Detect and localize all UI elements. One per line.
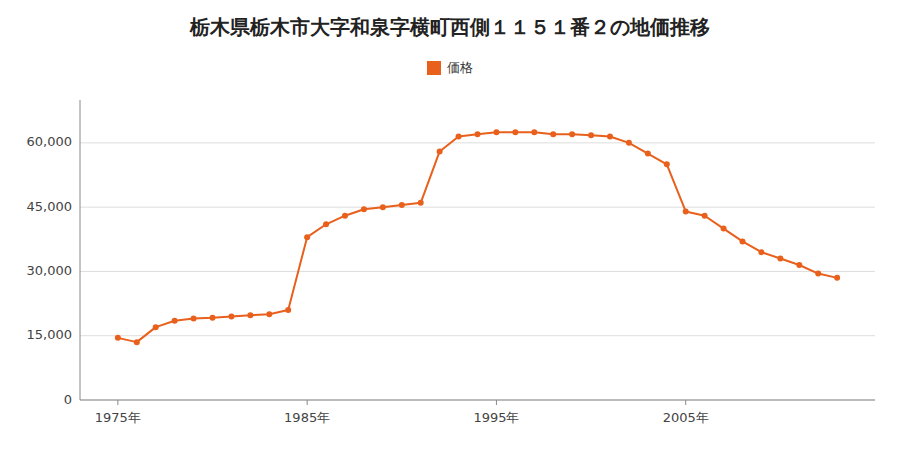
point <box>664 161 670 167</box>
y-tick-label: 0 <box>64 392 72 407</box>
point <box>815 271 821 277</box>
grid <box>80 143 875 400</box>
point <box>266 311 272 317</box>
point <box>456 133 462 139</box>
x-tick <box>496 400 497 405</box>
grid-line <box>80 400 875 401</box>
y-axis-line <box>80 100 81 400</box>
point <box>550 131 556 137</box>
x-tick <box>307 400 308 405</box>
x-tick-label: 1975年 <box>95 410 141 425</box>
y-tick-label: 30,000 <box>27 263 73 278</box>
point <box>437 148 443 154</box>
point <box>607 133 613 139</box>
point <box>512 129 518 135</box>
point <box>191 316 197 322</box>
point <box>323 221 329 227</box>
point <box>796 262 802 268</box>
line <box>118 132 837 342</box>
point <box>475 131 481 137</box>
point <box>153 324 159 330</box>
point <box>285 307 291 313</box>
point <box>740 238 746 244</box>
chart: 栃木県栃木市大字和泉字横町西側１１５１番２の地価推移 0 15,000 30,000 4… <box>0 0 900 450</box>
legend-swatch <box>427 61 441 75</box>
point <box>380 204 386 210</box>
title: 栃木県栃木市大字和泉字横町西側１１５１番２の地価推移 <box>189 15 710 39</box>
point <box>247 312 253 318</box>
point <box>569 131 575 137</box>
point <box>758 249 764 255</box>
point <box>702 213 708 219</box>
legend-item: 価格 <box>427 60 473 76</box>
point <box>399 202 405 208</box>
background <box>0 0 900 450</box>
x-tick-label: 1995年 <box>473 410 519 425</box>
point <box>115 335 121 341</box>
y-tick-label: 60,000 <box>27 134 73 149</box>
point <box>172 318 178 324</box>
x-tick <box>685 400 686 405</box>
y-tick-label: 45,000 <box>27 199 73 214</box>
point <box>588 132 594 138</box>
point <box>304 234 310 240</box>
x-tick <box>117 400 118 405</box>
x-tick-label: 1985年 <box>284 410 330 425</box>
point <box>418 200 424 206</box>
point <box>777 256 783 262</box>
point <box>683 208 689 214</box>
point <box>361 206 367 212</box>
point <box>834 275 840 281</box>
legend-label: 価格 <box>447 60 473 75</box>
point <box>134 339 140 345</box>
x-tick-label: 2005年 <box>663 410 709 425</box>
point <box>626 140 632 146</box>
point <box>342 213 348 219</box>
point <box>210 315 216 321</box>
point <box>493 129 499 135</box>
x-axis-line <box>80 400 875 401</box>
grid-line <box>80 271 875 272</box>
point <box>228 313 234 319</box>
point <box>645 151 651 157</box>
grid-line <box>80 207 875 208</box>
point <box>721 226 727 232</box>
legend: 価格 <box>427 60 473 76</box>
plot-area <box>115 129 840 345</box>
point <box>531 129 537 135</box>
grid-line <box>80 142 875 143</box>
y-tick-label: 15,000 <box>27 327 73 342</box>
grid-line <box>80 335 875 336</box>
